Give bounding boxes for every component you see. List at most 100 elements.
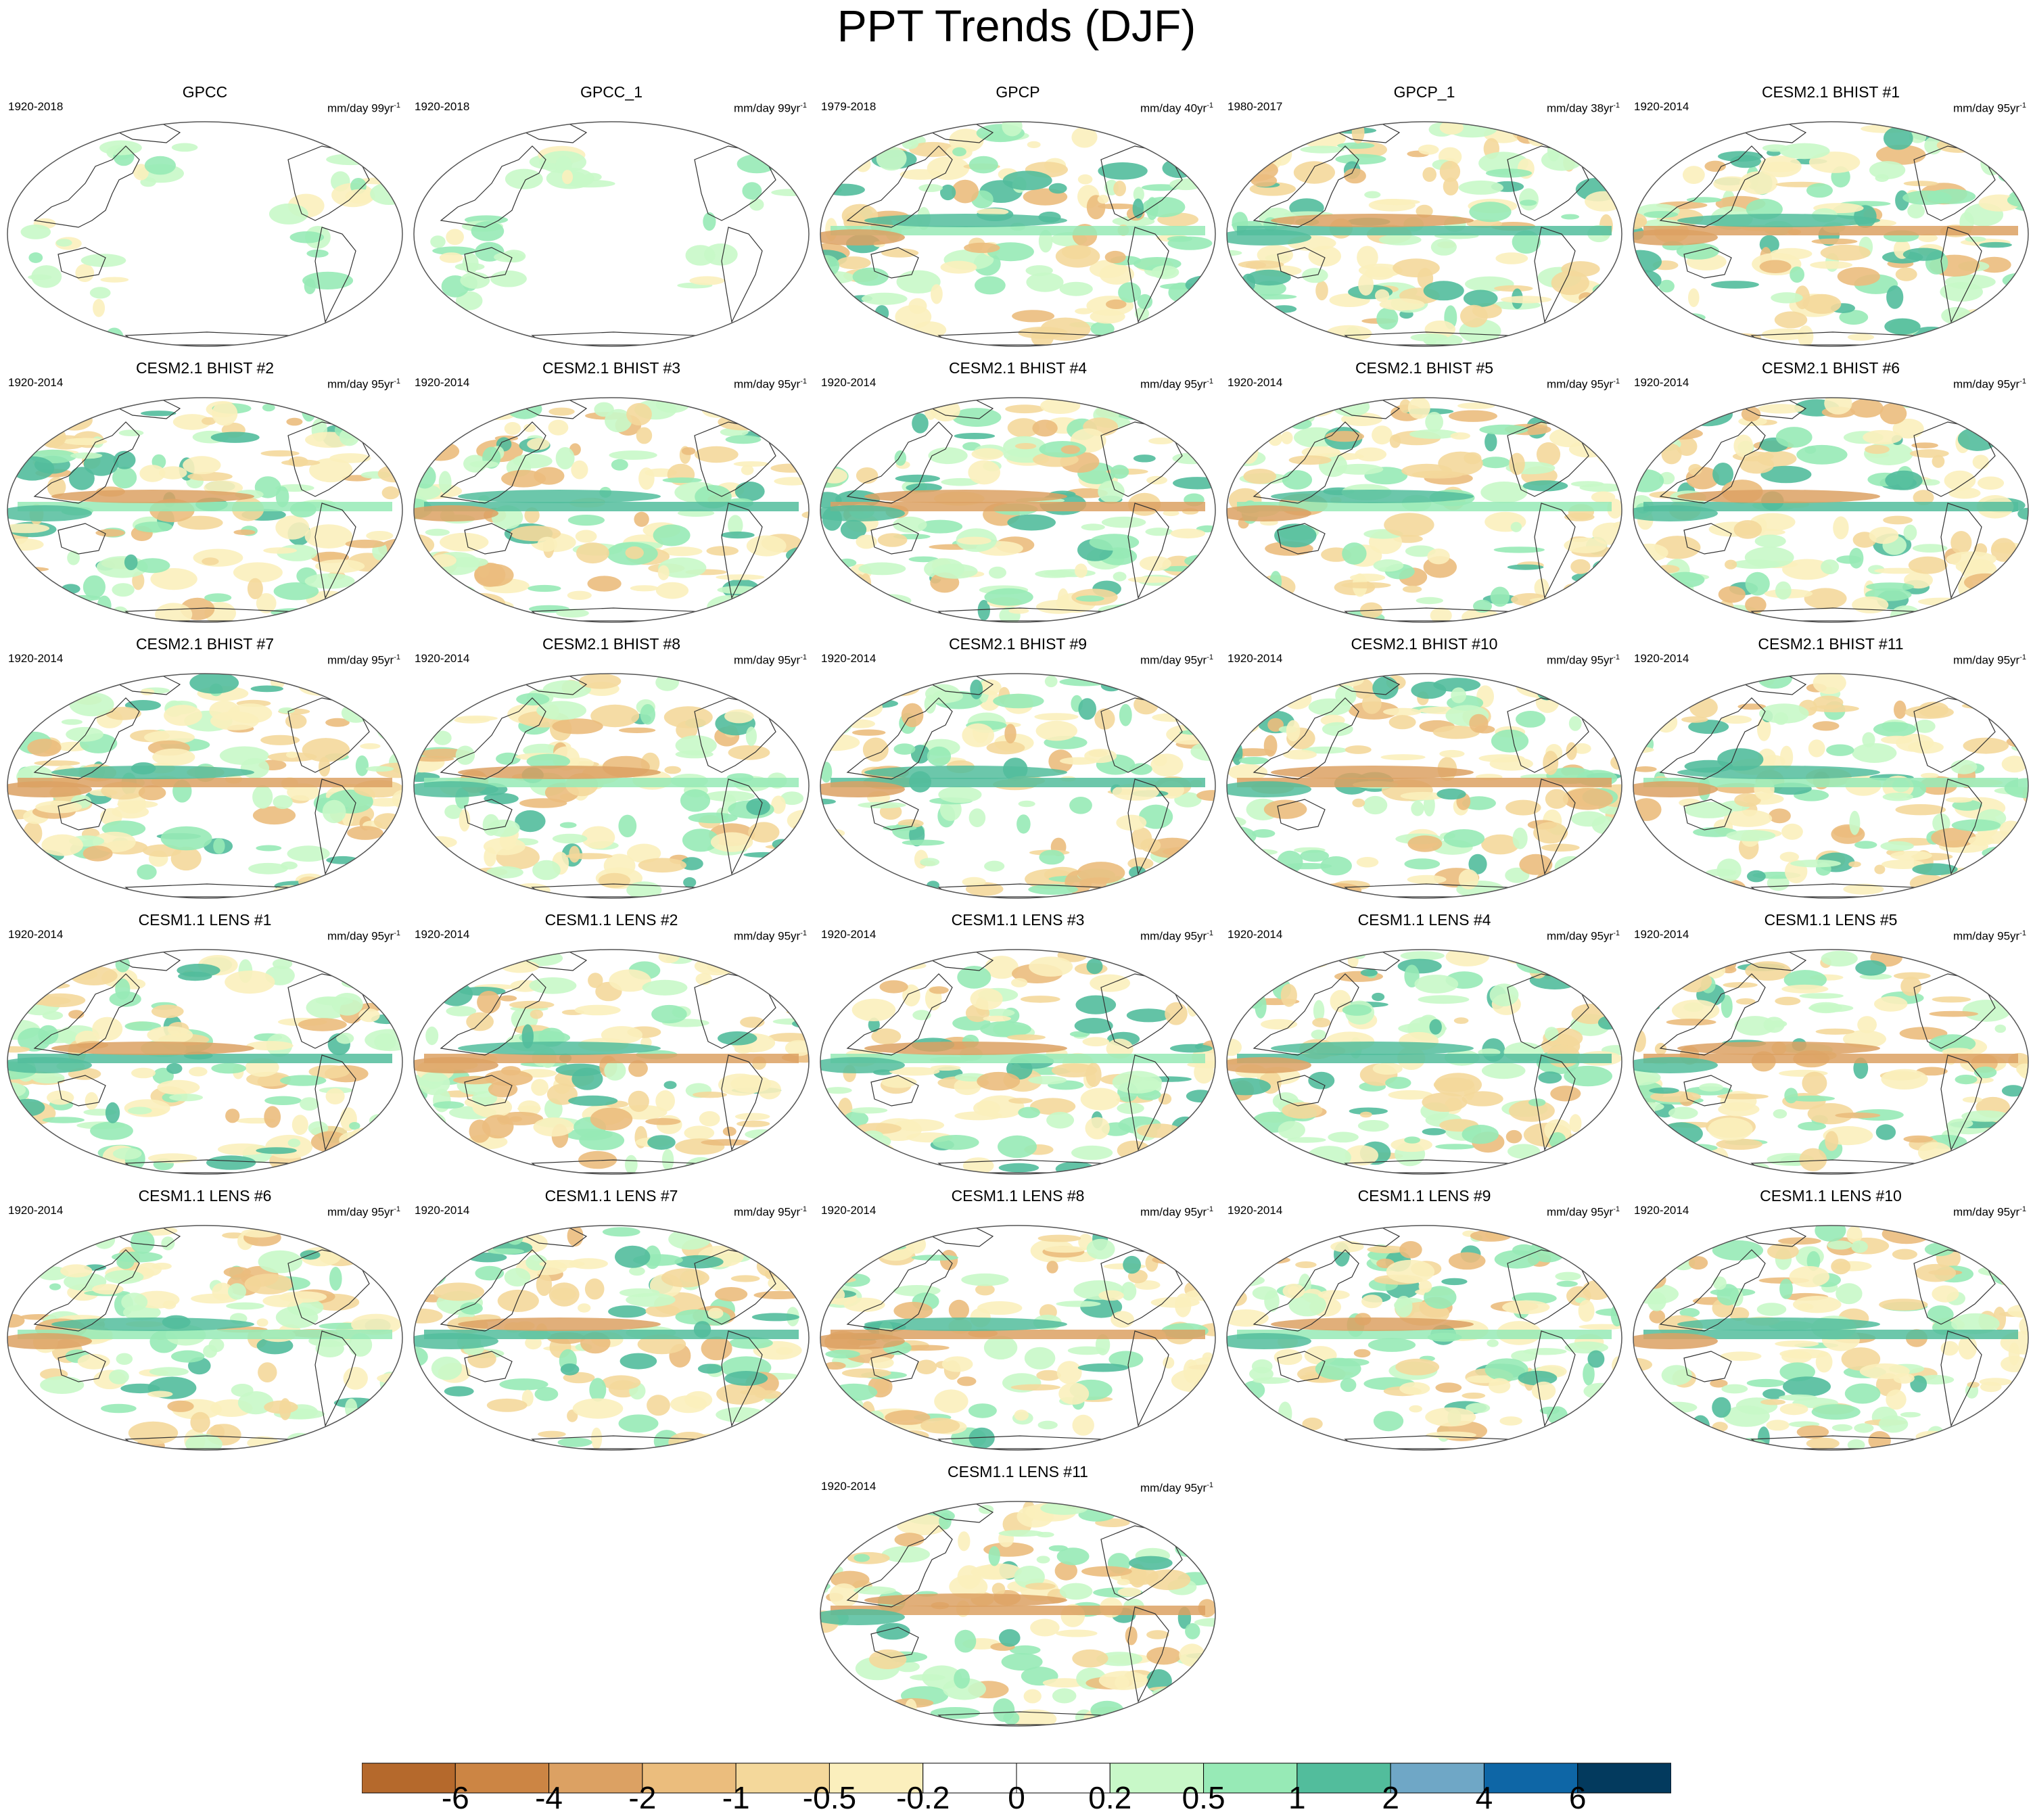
itcz-band [831, 1054, 1205, 1063]
trend-blob [1512, 827, 1528, 849]
trend-blob [171, 143, 198, 152]
trend-blob [1263, 799, 1307, 819]
trend-blob [1453, 1017, 1469, 1024]
trend-blob [1133, 454, 1156, 463]
map-svg [1226, 673, 1622, 899]
trend-blob [661, 1148, 674, 1171]
trend-blob [99, 140, 142, 156]
trend-blob [1706, 868, 1737, 877]
trend-blob [778, 1160, 809, 1171]
trend-blob [1775, 581, 1792, 600]
trend-blob [1955, 1075, 1978, 1085]
trend-blob [1389, 434, 1401, 448]
trend-blob [1820, 244, 1871, 261]
trend-blob [1007, 1034, 1046, 1041]
trend-blob [706, 546, 739, 556]
trend-blob [1162, 582, 1194, 606]
trend-blob [849, 697, 883, 718]
panel-period: 1920-2014 [1634, 652, 1689, 665]
trend-blob [1317, 883, 1362, 897]
trend-blob [1363, 795, 1388, 815]
trend-blob [587, 576, 622, 592]
trend-blob [954, 433, 996, 440]
trend-blob [1908, 556, 1948, 574]
trend-blob [280, 1075, 327, 1086]
map-outline [820, 949, 1216, 1175]
trend-blob [202, 557, 219, 565]
trend-blob [1423, 281, 1464, 301]
trend-blob [60, 1264, 93, 1278]
trend-blob [1137, 1123, 1182, 1138]
trend-blob [1259, 958, 1292, 981]
trend-blob [1562, 583, 1583, 599]
trend-blob [820, 1426, 854, 1437]
trend-blob [1572, 1142, 1617, 1160]
trend-blob [1098, 162, 1148, 180]
indian-ocean-band [1633, 1057, 1718, 1073]
trend-blob [1597, 1016, 1619, 1030]
trend-blob [1042, 1678, 1087, 1688]
trend-blob [1416, 204, 1433, 218]
coastline [1940, 1330, 1982, 1427]
trend-blob [1880, 841, 1914, 851]
trend-blob [90, 1121, 133, 1140]
trend-blob [869, 1357, 894, 1369]
pacific-band [458, 1317, 661, 1331]
panel-units: mm/day 95yr-1 [1546, 929, 1620, 943]
trend-blob [578, 1150, 617, 1169]
trend-blob [387, 403, 402, 425]
trend-blob [256, 593, 277, 613]
trend-blob [590, 704, 640, 728]
trend-blob [820, 1125, 846, 1132]
trend-blob [1332, 398, 1370, 417]
coastline [1534, 1330, 1576, 1427]
trend-blob [1209, 1240, 1215, 1263]
panel-title: CESM1.1 LENS #3 [951, 911, 1085, 929]
trend-blob [1712, 1397, 1731, 1418]
colorbar-label: 0.2 [1088, 1780, 1132, 1815]
trend-blob [157, 1079, 200, 1095]
trend-blob [1249, 1366, 1273, 1381]
panel-title: GPCP [996, 83, 1040, 101]
trend-blob [1903, 181, 1938, 187]
coastline [464, 247, 513, 279]
trend-blob [490, 270, 527, 287]
trend-blob [1718, 333, 1762, 342]
trend-blob [831, 854, 858, 870]
trend-blob [422, 836, 457, 849]
trend-blob [1188, 994, 1215, 1010]
trend-blob [1633, 1412, 1668, 1426]
trend-blob [1158, 1093, 1172, 1105]
trend-blob [1290, 1438, 1332, 1449]
trend-blob [1948, 884, 1980, 898]
trend-blob [1957, 328, 2000, 345]
trend-blob [584, 1278, 605, 1300]
trend-blob [1003, 1711, 1020, 1725]
coastline [33, 973, 140, 1056]
trend-blob [1250, 306, 1265, 314]
trend-blob [1273, 1349, 1303, 1366]
trend-blob [1330, 1240, 1364, 1253]
trend-blob [770, 463, 809, 473]
trend-blob [1633, 969, 1662, 991]
trend-blob [1944, 470, 1976, 491]
trend-blob [1409, 1405, 1422, 1413]
trend-blob [1180, 1419, 1215, 1439]
trend-field [820, 1226, 1215, 1450]
trend-blob [109, 1369, 129, 1384]
trend-blob [7, 839, 34, 861]
trend-blob [1142, 197, 1186, 218]
panel-units: mm/day 95yr-1 [1953, 929, 2026, 943]
trend-blob [651, 1004, 687, 1024]
trend-blob [313, 1228, 363, 1248]
trend-blob [1391, 1138, 1432, 1152]
trend-blob [930, 1707, 981, 1719]
trend-blob [1798, 1121, 1827, 1131]
trend-blob [787, 847, 809, 871]
trend-blob [902, 1345, 950, 1351]
trend-blob [268, 203, 308, 225]
trend-blob [829, 710, 853, 734]
trend-blob [754, 1390, 782, 1399]
trend-blob [1251, 317, 1269, 325]
trend-blob [1375, 289, 1390, 302]
